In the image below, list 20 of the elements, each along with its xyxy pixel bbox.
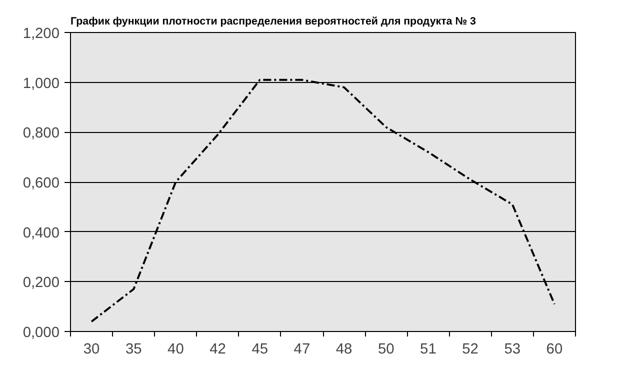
x-tick-label: 53 <box>504 342 521 358</box>
x-tick-label: 60 <box>546 342 563 358</box>
x-tick-label: 40 <box>168 342 184 358</box>
x-tick-label: 51 <box>420 342 436 358</box>
x-tick-label: 50 <box>378 342 394 358</box>
x-tick-label: 35 <box>125 342 142 358</box>
y-tick-label: 0,000 <box>22 325 60 341</box>
y-tick-label: 1,200 <box>22 26 60 42</box>
y-tick-label: 0,200 <box>22 275 60 292</box>
x-tick-label: 30 <box>83 342 100 358</box>
chart-title: График функции плотности распределения вероятностей для продукта № 3 <box>70 16 476 28</box>
y-tick-label: 0,400 <box>22 225 60 242</box>
x-tick-label: 52 <box>462 342 478 358</box>
y-tick-label: 0,800 <box>22 126 60 142</box>
x-tick-label: 42 <box>210 342 226 358</box>
y-tick-label: 1,000 <box>22 76 60 92</box>
y-tick-label: 0,600 <box>22 176 60 192</box>
x-tick-label: 45 <box>252 342 268 358</box>
x-tick-label: 48 <box>336 342 352 358</box>
x-tick-label: 47 <box>294 342 310 358</box>
